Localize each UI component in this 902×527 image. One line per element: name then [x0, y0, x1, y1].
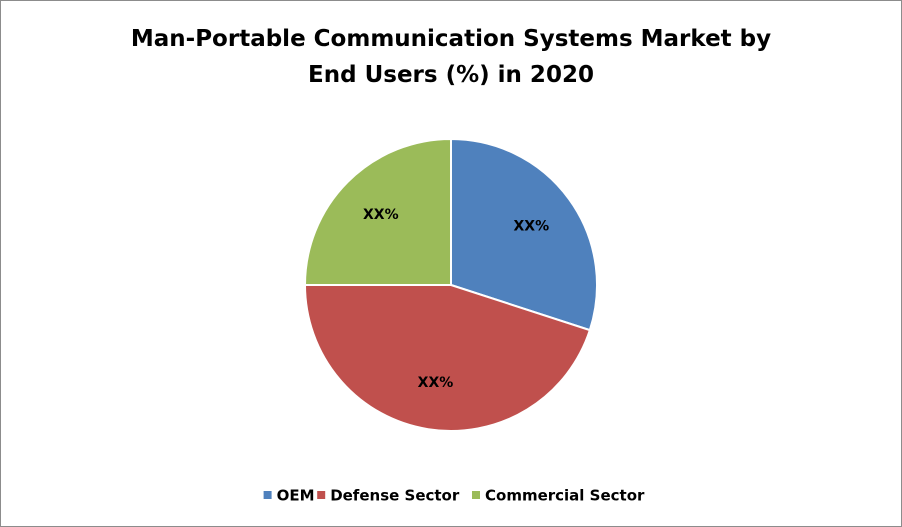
legend-label: Commercial Sector	[485, 487, 645, 505]
slice-label: XX%	[363, 207, 399, 223]
slice-label: XX%	[514, 219, 550, 235]
pie-slice	[450, 137, 598, 332]
pie-slice	[303, 284, 592, 432]
pie-slice	[303, 137, 452, 286]
slice-label: XX%	[418, 375, 454, 391]
legend-label: OEM	[277, 487, 315, 505]
legend-swatch	[317, 491, 326, 499]
legend-swatch	[263, 491, 272, 499]
legend-label: Defense Sector	[330, 487, 460, 505]
chart-title: Man-Portable Communication Systems Marke…	[130, 26, 772, 88]
legend-swatch	[472, 491, 480, 499]
